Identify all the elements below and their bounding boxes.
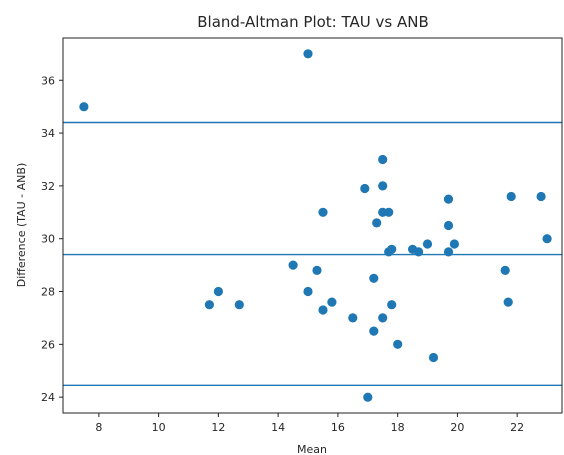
data-point — [369, 273, 379, 283]
data-point — [318, 207, 328, 217]
y-tick-label: 24 — [41, 391, 55, 404]
y-tick-label: 30 — [41, 233, 55, 246]
data-point — [387, 300, 397, 310]
data-point — [318, 305, 328, 315]
x-tick-label: 18 — [391, 421, 405, 434]
y-tick-label: 34 — [41, 127, 55, 140]
chart-title: Bland-Altman Plot: TAU vs ANB — [197, 13, 428, 31]
data-point — [422, 239, 433, 249]
y-tick-label: 28 — [41, 286, 55, 299]
data-point — [378, 154, 388, 165]
data-point — [327, 297, 337, 307]
y-tick-label: 26 — [41, 338, 55, 351]
y-axis-label: Difference (TAU - ANB) — [15, 163, 28, 288]
data-point — [312, 265, 322, 275]
data-point — [443, 220, 454, 231]
data-point — [536, 191, 546, 202]
data-point — [384, 247, 394, 257]
data-point — [79, 102, 89, 112]
x-tick-label: 22 — [510, 421, 524, 434]
x-tick-label: 20 — [450, 421, 464, 434]
data-point — [303, 49, 313, 59]
data-point — [369, 326, 379, 336]
data-point — [234, 300, 244, 310]
data-point — [348, 313, 358, 323]
data-point — [378, 313, 388, 323]
data-point — [500, 265, 510, 275]
data-point — [443, 247, 454, 257]
data-point — [213, 286, 223, 297]
data-point — [449, 239, 459, 249]
data-point — [506, 191, 516, 202]
data-point — [360, 183, 370, 194]
plot-frame — [62, 37, 563, 414]
data-point — [384, 207, 394, 217]
x-tick-label: 10 — [152, 421, 166, 434]
data-point — [288, 260, 298, 270]
plot-area: 8 10 12 14 16 18 20 22 24 26 28 30 32 34 36 — [41, 37, 563, 434]
y-tick-label: 32 — [41, 180, 55, 193]
data-point — [372, 218, 382, 228]
x-tick-label: 8 — [95, 421, 102, 434]
data-point — [428, 352, 439, 363]
data-point — [303, 286, 313, 297]
data-point — [204, 300, 214, 310]
x-tick-label: 16 — [331, 421, 345, 434]
data-point — [503, 297, 513, 307]
plot-background — [63, 38, 562, 413]
data-point — [378, 181, 388, 191]
data-point — [443, 194, 454, 204]
data-point — [393, 339, 403, 349]
x-tick-label: 14 — [271, 421, 285, 434]
x-tick-label: 12 — [211, 421, 225, 434]
y-tick-label: 36 — [41, 74, 55, 87]
data-point — [414, 247, 424, 257]
x-axis-label: Mean — [297, 443, 327, 455]
data-point — [363, 392, 373, 402]
data-point — [542, 234, 552, 244]
